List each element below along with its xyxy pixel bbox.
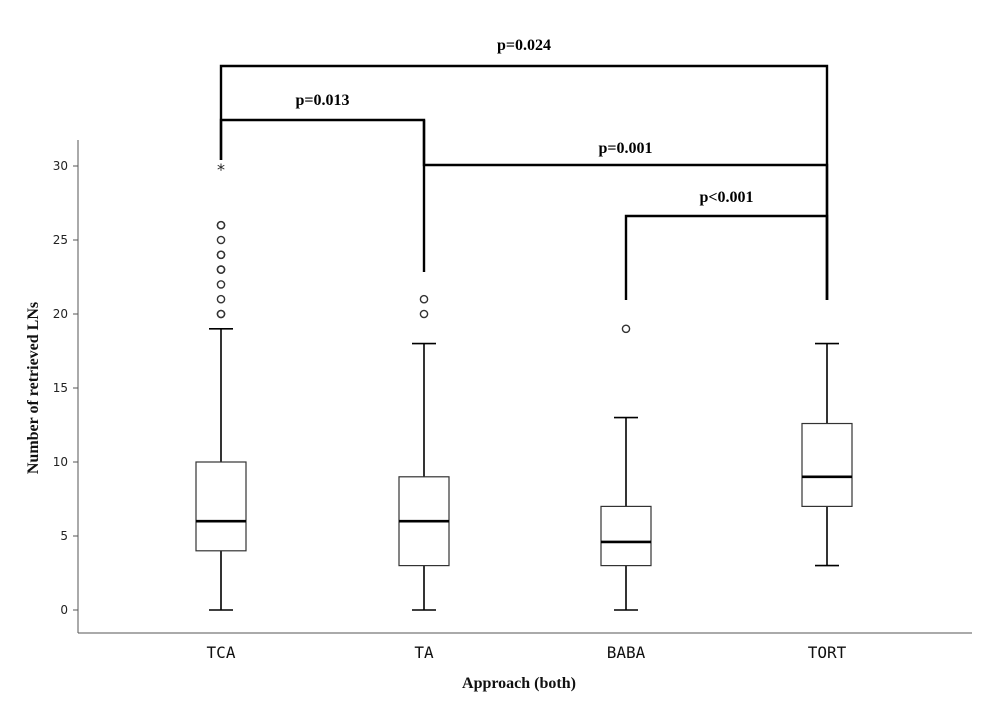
y-tick-label: 10 bbox=[53, 455, 68, 469]
x-category-label: TORT bbox=[808, 643, 847, 662]
p-value-label: p<0.001 bbox=[699, 189, 753, 206]
outlier-point bbox=[216, 235, 226, 245]
boxes: * bbox=[195, 160, 853, 611]
box-tort bbox=[801, 342, 853, 567]
significance-brackets: p=0.024 p=0.013 p=0.001 p<0.001 bbox=[219, 37, 829, 300]
y-tick-label: 5 bbox=[60, 529, 68, 543]
y-tick-label: 25 bbox=[53, 233, 68, 247]
iqr-box bbox=[600, 505, 652, 567]
y-axis-title: Number of retrieved LNs bbox=[25, 302, 42, 474]
box-baba bbox=[600, 324, 652, 611]
outlier-point bbox=[216, 265, 226, 274]
outlier-point bbox=[216, 280, 226, 289]
bracket-line bbox=[219, 118, 426, 272]
x-category-label: TCA bbox=[207, 643, 236, 662]
outlier-point bbox=[419, 294, 429, 304]
outlier-point bbox=[216, 294, 226, 304]
outlier-point bbox=[419, 309, 429, 319]
iqr-box bbox=[195, 461, 247, 552]
significance-bracket: p=0.013 bbox=[219, 92, 426, 272]
iqr-box bbox=[801, 422, 853, 507]
outlier-point bbox=[216, 220, 226, 230]
p-value-label: p=0.024 bbox=[497, 37, 551, 54]
x-category-label: BABA bbox=[607, 643, 646, 662]
y-tick-label: 30 bbox=[53, 159, 68, 173]
bracket-line bbox=[624, 214, 829, 300]
p-value-label: p=0.001 bbox=[598, 140, 652, 157]
extreme-point: * bbox=[217, 160, 225, 179]
y-tick-label: 15 bbox=[53, 381, 68, 395]
box-tca: * bbox=[195, 160, 247, 611]
y-tick-label: 0 bbox=[60, 603, 68, 617]
outlier-point bbox=[621, 324, 631, 334]
outlier-point bbox=[216, 250, 226, 260]
x-axis-title: Approach (both) bbox=[462, 675, 576, 692]
x-category-label: TA bbox=[414, 643, 434, 662]
significance-bracket: p=0.024 bbox=[219, 37, 829, 300]
y-tick-label: 20 bbox=[53, 307, 68, 321]
significance-bracket: p<0.001 bbox=[624, 189, 829, 300]
box-ta bbox=[398, 294, 450, 611]
p-value-label: p=0.013 bbox=[295, 92, 349, 109]
axes: 0 5 10 15 20 25 30 TCA TA BABA TORT bbox=[53, 140, 972, 662]
outlier-point bbox=[216, 309, 226, 319]
